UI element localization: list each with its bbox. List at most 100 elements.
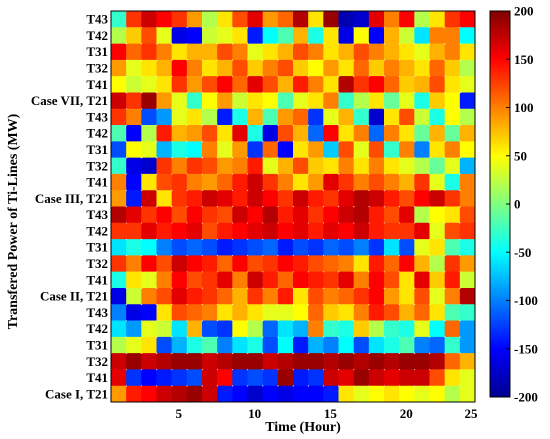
- heatmap-cell: [126, 239, 142, 256]
- heatmap-cell: [126, 11, 142, 28]
- heatmap-cell: [111, 59, 127, 77]
- heatmap-cell: [171, 92, 188, 110]
- y-tick-label: T41: [86, 370, 108, 385]
- heatmap-cell: [111, 287, 127, 305]
- heatmap-cell: [399, 304, 415, 321]
- heatmap-cell: [277, 76, 294, 93]
- colorbar-tick-labels: 200 150 100 50 0 -50 -100 -150 -200: [506, 4, 538, 405]
- heatmap-cell: [171, 287, 188, 305]
- heatmap-cell: [399, 43, 415, 61]
- heatmap-cell: [171, 11, 188, 28]
- heatmap-cell: [429, 206, 446, 224]
- heatmap-cell: [262, 336, 279, 354]
- heatmap-cell: [111, 92, 127, 110]
- heatmap-cell: [338, 304, 355, 321]
- heatmap-cell: [171, 173, 188, 191]
- heatmap-cell: [217, 125, 233, 142]
- heatmap-cell: [171, 43, 188, 61]
- y-tick-label: T31: [86, 142, 108, 157]
- heatmap-cell: [384, 320, 400, 338]
- heatmap-cell: [338, 206, 355, 224]
- heatmap-cell: [353, 157, 370, 175]
- heatmap-cell: [384, 353, 400, 370]
- heatmap-cell: [277, 206, 294, 224]
- heatmap-cell: [247, 239, 264, 256]
- heatmap-cell: [277, 255, 294, 273]
- heatmap-cell: [141, 190, 157, 207]
- heatmap-cell: [277, 271, 294, 289]
- heatmap-cell: [217, 108, 233, 126]
- heatmap-cell: [277, 239, 294, 256]
- heatmap-cell: [217, 287, 233, 305]
- heatmap-cell: [247, 59, 264, 77]
- heatmap-cell: [399, 222, 415, 240]
- heatmap-cell: [399, 206, 415, 224]
- heatmap-cell: [338, 255, 355, 273]
- heatmap-cell: [338, 239, 355, 256]
- heatmap-cell: [156, 190, 173, 207]
- x-tick-label: 20: [400, 406, 413, 421]
- heatmap-cell: [323, 92, 339, 110]
- heatmap-cells: [111, 11, 476, 403]
- heatmap-cell: [202, 92, 218, 110]
- heatmap-cell: [384, 190, 400, 207]
- heatmap-cell: [156, 92, 173, 110]
- y-tick-label: T42: [86, 321, 108, 336]
- heatmap-cell: [353, 43, 370, 61]
- heatmap-cell: [217, 271, 233, 289]
- heatmap-cell: [414, 43, 430, 61]
- heatmap-cell: [141, 239, 157, 256]
- heatmap-cell: [293, 76, 309, 93]
- heatmap-cell: [429, 385, 446, 403]
- heatmap-cell: [141, 125, 157, 142]
- heatmap-cell: [111, 304, 127, 321]
- heatmap-cell: [338, 27, 355, 44]
- heatmap-cell: [338, 141, 355, 159]
- heatmap-cell: [111, 141, 127, 159]
- heatmap-cell: [459, 76, 476, 93]
- colorbar-tick-label: -50: [514, 245, 531, 260]
- heatmap-cell: [277, 190, 294, 207]
- heatmap-cell: [429, 271, 446, 289]
- heatmap-cell: [399, 287, 415, 305]
- heatmap-cell: [368, 222, 385, 240]
- heatmap-cell: [186, 27, 203, 44]
- colorbar-tick-label: -150: [514, 341, 538, 356]
- heatmap-cell: [126, 190, 142, 207]
- heatmap-cell: [232, 336, 248, 354]
- heatmap-cell: [186, 255, 203, 273]
- heatmap-cell: [232, 76, 248, 93]
- heatmap-cell: [414, 239, 430, 256]
- heatmap-cell: [232, 239, 248, 256]
- heatmap-cell: [399, 255, 415, 273]
- heatmap-cell: [414, 369, 430, 387]
- heatmap-cell: [262, 59, 279, 77]
- heatmap-cell: [232, 157, 248, 175]
- heatmap-cell: [141, 320, 157, 338]
- heatmap-cell: [353, 271, 370, 289]
- heatmap-cell: [414, 222, 430, 240]
- heatmap-cell: [384, 239, 400, 256]
- heatmap-cell: [384, 336, 400, 354]
- heatmap-cell: [368, 353, 385, 370]
- heatmap-cell: [111, 125, 127, 142]
- heatmap-cell: [262, 173, 279, 191]
- heatmap-cell: [171, 108, 188, 126]
- heatmap-cell: [293, 336, 309, 354]
- heatmap-cell: [247, 141, 264, 159]
- heatmap-cell: [262, 125, 279, 142]
- heatmap-cell: [247, 157, 264, 175]
- heatmap-cell: [171, 353, 188, 370]
- heatmap-cell: [308, 369, 324, 387]
- heatmap-cell: [323, 222, 339, 240]
- heatmap-cell: [156, 27, 173, 44]
- heatmap-cell: [186, 59, 203, 77]
- y-tick-label: T32: [86, 354, 108, 369]
- heatmap-cell: [308, 173, 324, 191]
- heatmap-cell: [323, 76, 339, 93]
- heatmap-cell: [217, 385, 233, 403]
- heatmap-cell: [459, 92, 476, 110]
- heatmap-cell: [232, 125, 248, 142]
- heatmap-cell: [429, 92, 446, 110]
- heatmap-cell: [353, 369, 370, 387]
